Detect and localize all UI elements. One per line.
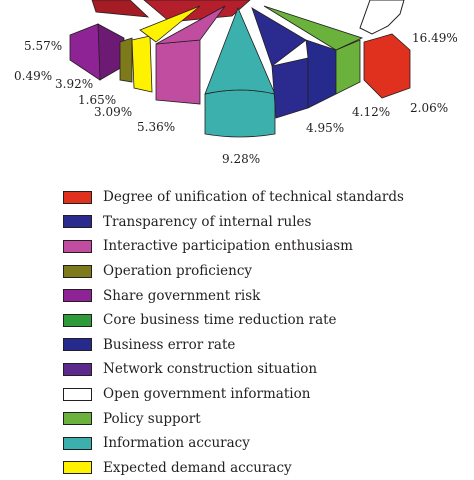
value-label: 4.95% [306, 121, 344, 135]
legend-label: Operation proficiency [103, 263, 253, 280]
wedge-expected-demand-accuracy [131, 35, 153, 93]
wedge-expected-demand-top [139, 5, 201, 43]
wedge-degree-unification-right [363, 33, 411, 99]
legend-label: Business error rate [103, 336, 236, 353]
legend-item: Expected demand accuracy [63, 456, 404, 480]
legend-label: Policy support [103, 410, 201, 427]
pie-slice-top-red [143, 0, 251, 23]
legend-swatch [63, 264, 92, 278]
legend-item: Business error rate [63, 333, 404, 358]
value-label: 3.92% [55, 77, 93, 91]
pie-slice-open-government-information [359, 0, 405, 35]
chart-legend: Degree of unification of technical stand… [63, 185, 404, 480]
legend-swatch [63, 289, 92, 303]
wedge-operation-proficiency [119, 37, 133, 83]
legend-swatch [63, 239, 92, 253]
value-label: 9.28% [222, 152, 260, 166]
legend-swatch [63, 436, 92, 450]
legend-label: Information accuracy [103, 435, 250, 452]
legend-item: Interactive participation enthusiasm [63, 234, 404, 259]
wedge-business-error-rate [305, 39, 337, 109]
wedge-share-government-risk [69, 23, 101, 81]
legend-swatch [63, 215, 92, 229]
legend-item: Information accuracy [63, 431, 404, 456]
legend-swatch [63, 338, 92, 352]
pie-top [91, 0, 405, 35]
wedge-information-accuracy [204, 89, 276, 138]
legend-item: Degree of unification of technical stand… [63, 185, 404, 210]
legend-label: Core business time reduction rate [103, 312, 337, 329]
legend-item: Policy support [63, 406, 404, 431]
wedge-interactive-participation [155, 39, 201, 105]
wedge-policy-support-top [263, 5, 364, 51]
legend-item: Network construction situation [63, 357, 404, 382]
pie-wedges [69, 5, 411, 138]
value-label: 3.09% [94, 105, 132, 119]
legend-label: Open government information [103, 386, 311, 403]
legend-item: Transparency of internal rules [63, 210, 404, 235]
wedge-transparency-top [251, 7, 307, 67]
value-label: 5.36% [137, 120, 175, 134]
value-label: 4.12% [352, 105, 390, 119]
legend-label: Interactive participation enthusiasm [103, 238, 353, 255]
legend-label: Share government risk [103, 287, 261, 304]
legend-item: Core business time reduction rate [63, 308, 404, 333]
legend-label: Degree of unification of technical stand… [103, 189, 404, 206]
value-labels: 16.49% 5.57% 0.49% 3.92% 1.65% 3.09% 5.3… [14, 31, 458, 166]
wedge-policy-support [335, 39, 361, 95]
legend-label: Network construction situation [103, 361, 318, 378]
legend-swatch [63, 461, 92, 475]
value-label: 2.06% [410, 101, 448, 115]
legend-label: Expected demand accuracy [103, 459, 292, 476]
legend-item: Operation proficiency [63, 259, 404, 284]
legend-swatch [63, 313, 92, 327]
legend-swatch [63, 190, 92, 204]
wedge-interactive-participation-top [155, 5, 226, 45]
pie-slice-degree-of-unification [91, 0, 150, 18]
wedge-transparency-internal-rules [271, 57, 309, 119]
legend-swatch [63, 362, 92, 376]
legend-swatch [63, 387, 92, 401]
value-label: 0.49% [14, 69, 52, 83]
legend-swatch [63, 412, 92, 426]
legend-item: Open government information [63, 382, 404, 407]
legend-label: Transparency of internal rules [103, 213, 312, 230]
value-label: 1.65% [78, 93, 116, 107]
value-label: 16.49% [412, 31, 458, 45]
value-label: 5.57% [24, 39, 62, 53]
legend-item: Share government risk [63, 283, 404, 308]
